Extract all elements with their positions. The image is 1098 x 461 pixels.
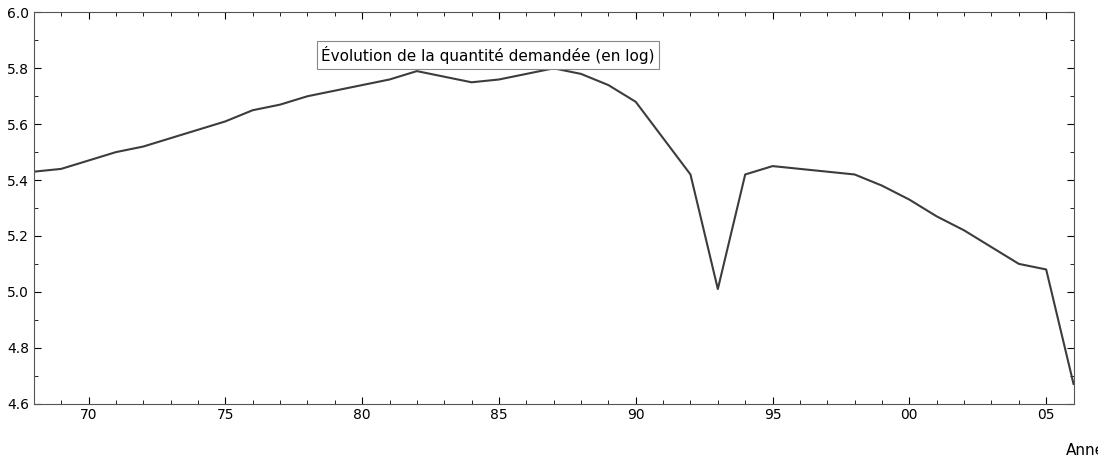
Text: Évolution de la quantité demandée (en log): Évolution de la quantité demandée (en lo… <box>321 46 654 64</box>
X-axis label: Années: Années <box>1066 443 1098 458</box>
